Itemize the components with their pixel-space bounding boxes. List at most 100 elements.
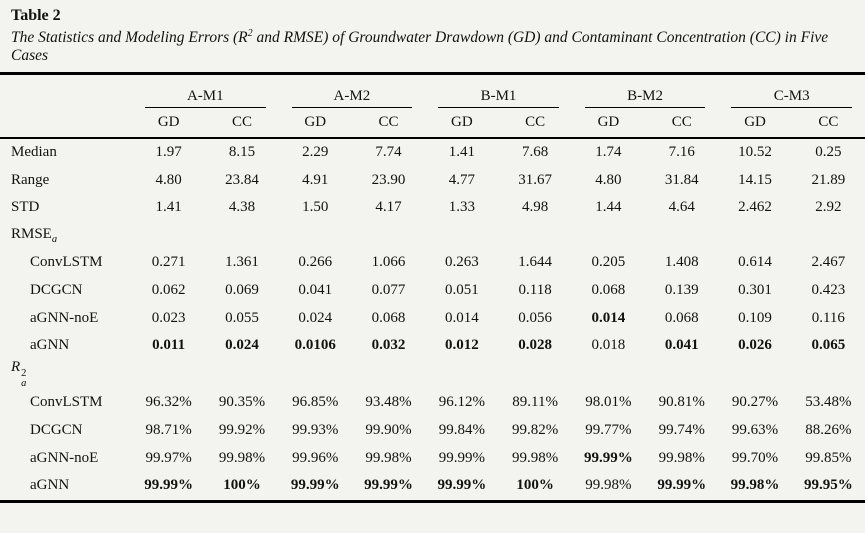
data-cell: 99.99%: [657, 477, 707, 494]
data-cell: 21.89: [811, 171, 846, 188]
data-cell: 99.98%: [585, 477, 632, 494]
data-cell: 99.98%: [218, 449, 266, 466]
data-cell: 31.67: [518, 171, 552, 188]
group-header: B-M2: [572, 73, 719, 108]
section-row: RMSEa: [0, 222, 865, 250]
data-cell: 14.15: [738, 171, 772, 188]
data-row: aGNN-noE 99.97% 99.98% 99.96% 99.98% 99.99% 99…: [0, 444, 865, 472]
data-cell: 0.068: [591, 281, 626, 298]
section-label: RMSEa: [0, 222, 865, 250]
subheader-row: GD CC GD CC GD CC GD CC GD CC: [0, 107, 865, 139]
data-cell: 0.301: [738, 281, 772, 298]
data-cell: 96.12%: [438, 394, 485, 411]
column-header-cc: CC: [498, 107, 572, 139]
data-cell: 99.99%: [364, 477, 413, 494]
data-cell: 0.0106: [294, 337, 336, 354]
data-cell: 2.92: [815, 199, 842, 216]
data-cell: 0.023: [151, 309, 186, 326]
data-cell: 0.118: [518, 281, 552, 298]
data-cell: 0.026: [738, 337, 772, 354]
data-cell: 7.16: [668, 144, 695, 161]
data-cell: 0.018: [591, 337, 626, 354]
data-cell: 0.055: [225, 309, 259, 326]
data-cell: 99.93%: [292, 422, 339, 439]
group-header: B-M1: [425, 73, 572, 108]
data-row: ConvLSTM 96.32% 90.35% 96.85% 93.48% 96.12% 89…: [0, 389, 865, 417]
data-cell: 23.90: [371, 171, 406, 188]
corner-cell: [0, 73, 132, 108]
data-cell: 1.74: [595, 144, 622, 161]
column-header-gd: GD: [718, 107, 792, 139]
data-cell: 99.92%: [218, 422, 266, 439]
column-header-gd: GD: [571, 107, 646, 139]
data-cell: 99.98%: [730, 477, 780, 494]
group-header: A-M2: [279, 73, 426, 108]
row-label: aGNN: [30, 477, 70, 494]
caption-text-cont: and RMSE) of Groundwater Drawdown (GD) a…: [11, 29, 829, 65]
data-row: STD 1.41 4.38 1.50 4.17 1.33 4.98 1.44 4.64 2.462…: [0, 194, 865, 222]
data-cell: 88.26%: [805, 422, 852, 439]
data-row: ConvLSTM 0.271 1.361 0.266 1.066 0.263 1.644 0.…: [0, 249, 865, 277]
data-cell: 96.32%: [145, 394, 192, 411]
group-header: C-M3: [718, 73, 865, 108]
data-cell: 53.48%: [805, 394, 852, 411]
data-cell: 10.52: [738, 144, 772, 161]
data-cell: 1.33: [448, 199, 475, 216]
data-cell: 0.032: [371, 337, 406, 354]
data-cell: 99.99%: [144, 477, 194, 494]
data-cell: 0.068: [664, 309, 699, 326]
data-row: Median 1.97 8.15 2.29 7.74 1.41 7.68 1.74 7.16 10…: [0, 138, 865, 167]
column-header-gd: GD: [132, 107, 206, 139]
column-header-cc: CC: [351, 107, 426, 139]
data-cell: 1.408: [664, 254, 699, 271]
data-cell: 31.84: [664, 171, 699, 188]
data-cell: 99.99%: [438, 449, 485, 466]
data-row: DCGCN 98.71% 99.92% 99.93% 99.90% 99.84% 99.82…: [0, 417, 865, 445]
data-cell: 100%: [223, 477, 261, 494]
data-cell: 0.028: [518, 337, 552, 354]
data-cell: 1.644: [518, 254, 552, 271]
data-cell: 98.01%: [585, 394, 632, 411]
data-cell: 4.80: [595, 171, 622, 188]
data-cell: 1.44: [595, 199, 622, 216]
data-cell: 99.98%: [512, 449, 559, 466]
data-cell: 99.99%: [437, 477, 487, 494]
data-cell: 0.024: [298, 309, 333, 326]
section-label-sub: a: [51, 233, 58, 245]
data-cell: 99.99%: [584, 449, 633, 466]
data-cell: 0.041: [298, 281, 333, 298]
group-header: A-M1: [132, 73, 279, 108]
row-label: Range: [11, 171, 50, 188]
data-cell: 0.024: [225, 337, 259, 354]
data-cell: 0.423: [811, 281, 846, 298]
data-cell: 7.74: [375, 144, 402, 161]
caption-text: The Statistics and Modeling Errors (R: [11, 29, 248, 47]
data-cell: 1.41: [155, 199, 182, 216]
section-label-base: RMSE: [11, 225, 52, 242]
data-cell: 0.271: [151, 254, 186, 271]
data-cell: 23.84: [225, 171, 259, 188]
data-cell: 99.70%: [731, 449, 779, 466]
data-cell: 99.63%: [731, 422, 779, 439]
data-row: aGNN 99.99% 100% 99.99% 99.99% 99.99% 100% 99.9…: [0, 472, 865, 501]
group-underline: [145, 106, 266, 108]
data-cell: 0.012: [444, 337, 479, 354]
section-label-sub: a: [21, 378, 27, 390]
column-header-gd: GD: [425, 107, 499, 139]
data-cell: 0.056: [518, 309, 552, 326]
data-cell: 4.98: [522, 199, 549, 216]
data-cell: 1.50: [302, 199, 329, 216]
row-label: DCGCN: [30, 281, 83, 298]
data-cell: 0.041: [664, 337, 699, 354]
data-cell: 99.82%: [512, 422, 559, 439]
data-cell: 1.41: [448, 144, 475, 161]
data-cell: 0.263: [444, 254, 479, 271]
data-cell: 1.066: [371, 254, 406, 271]
data-cell: 89.11%: [512, 394, 558, 411]
section-label-sup: 2: [21, 368, 27, 380]
section-label-base: R: [11, 359, 21, 376]
group-label: B-M1: [480, 87, 517, 104]
data-cell: 0.116: [811, 309, 845, 326]
data-cell: 0.266: [298, 254, 333, 271]
